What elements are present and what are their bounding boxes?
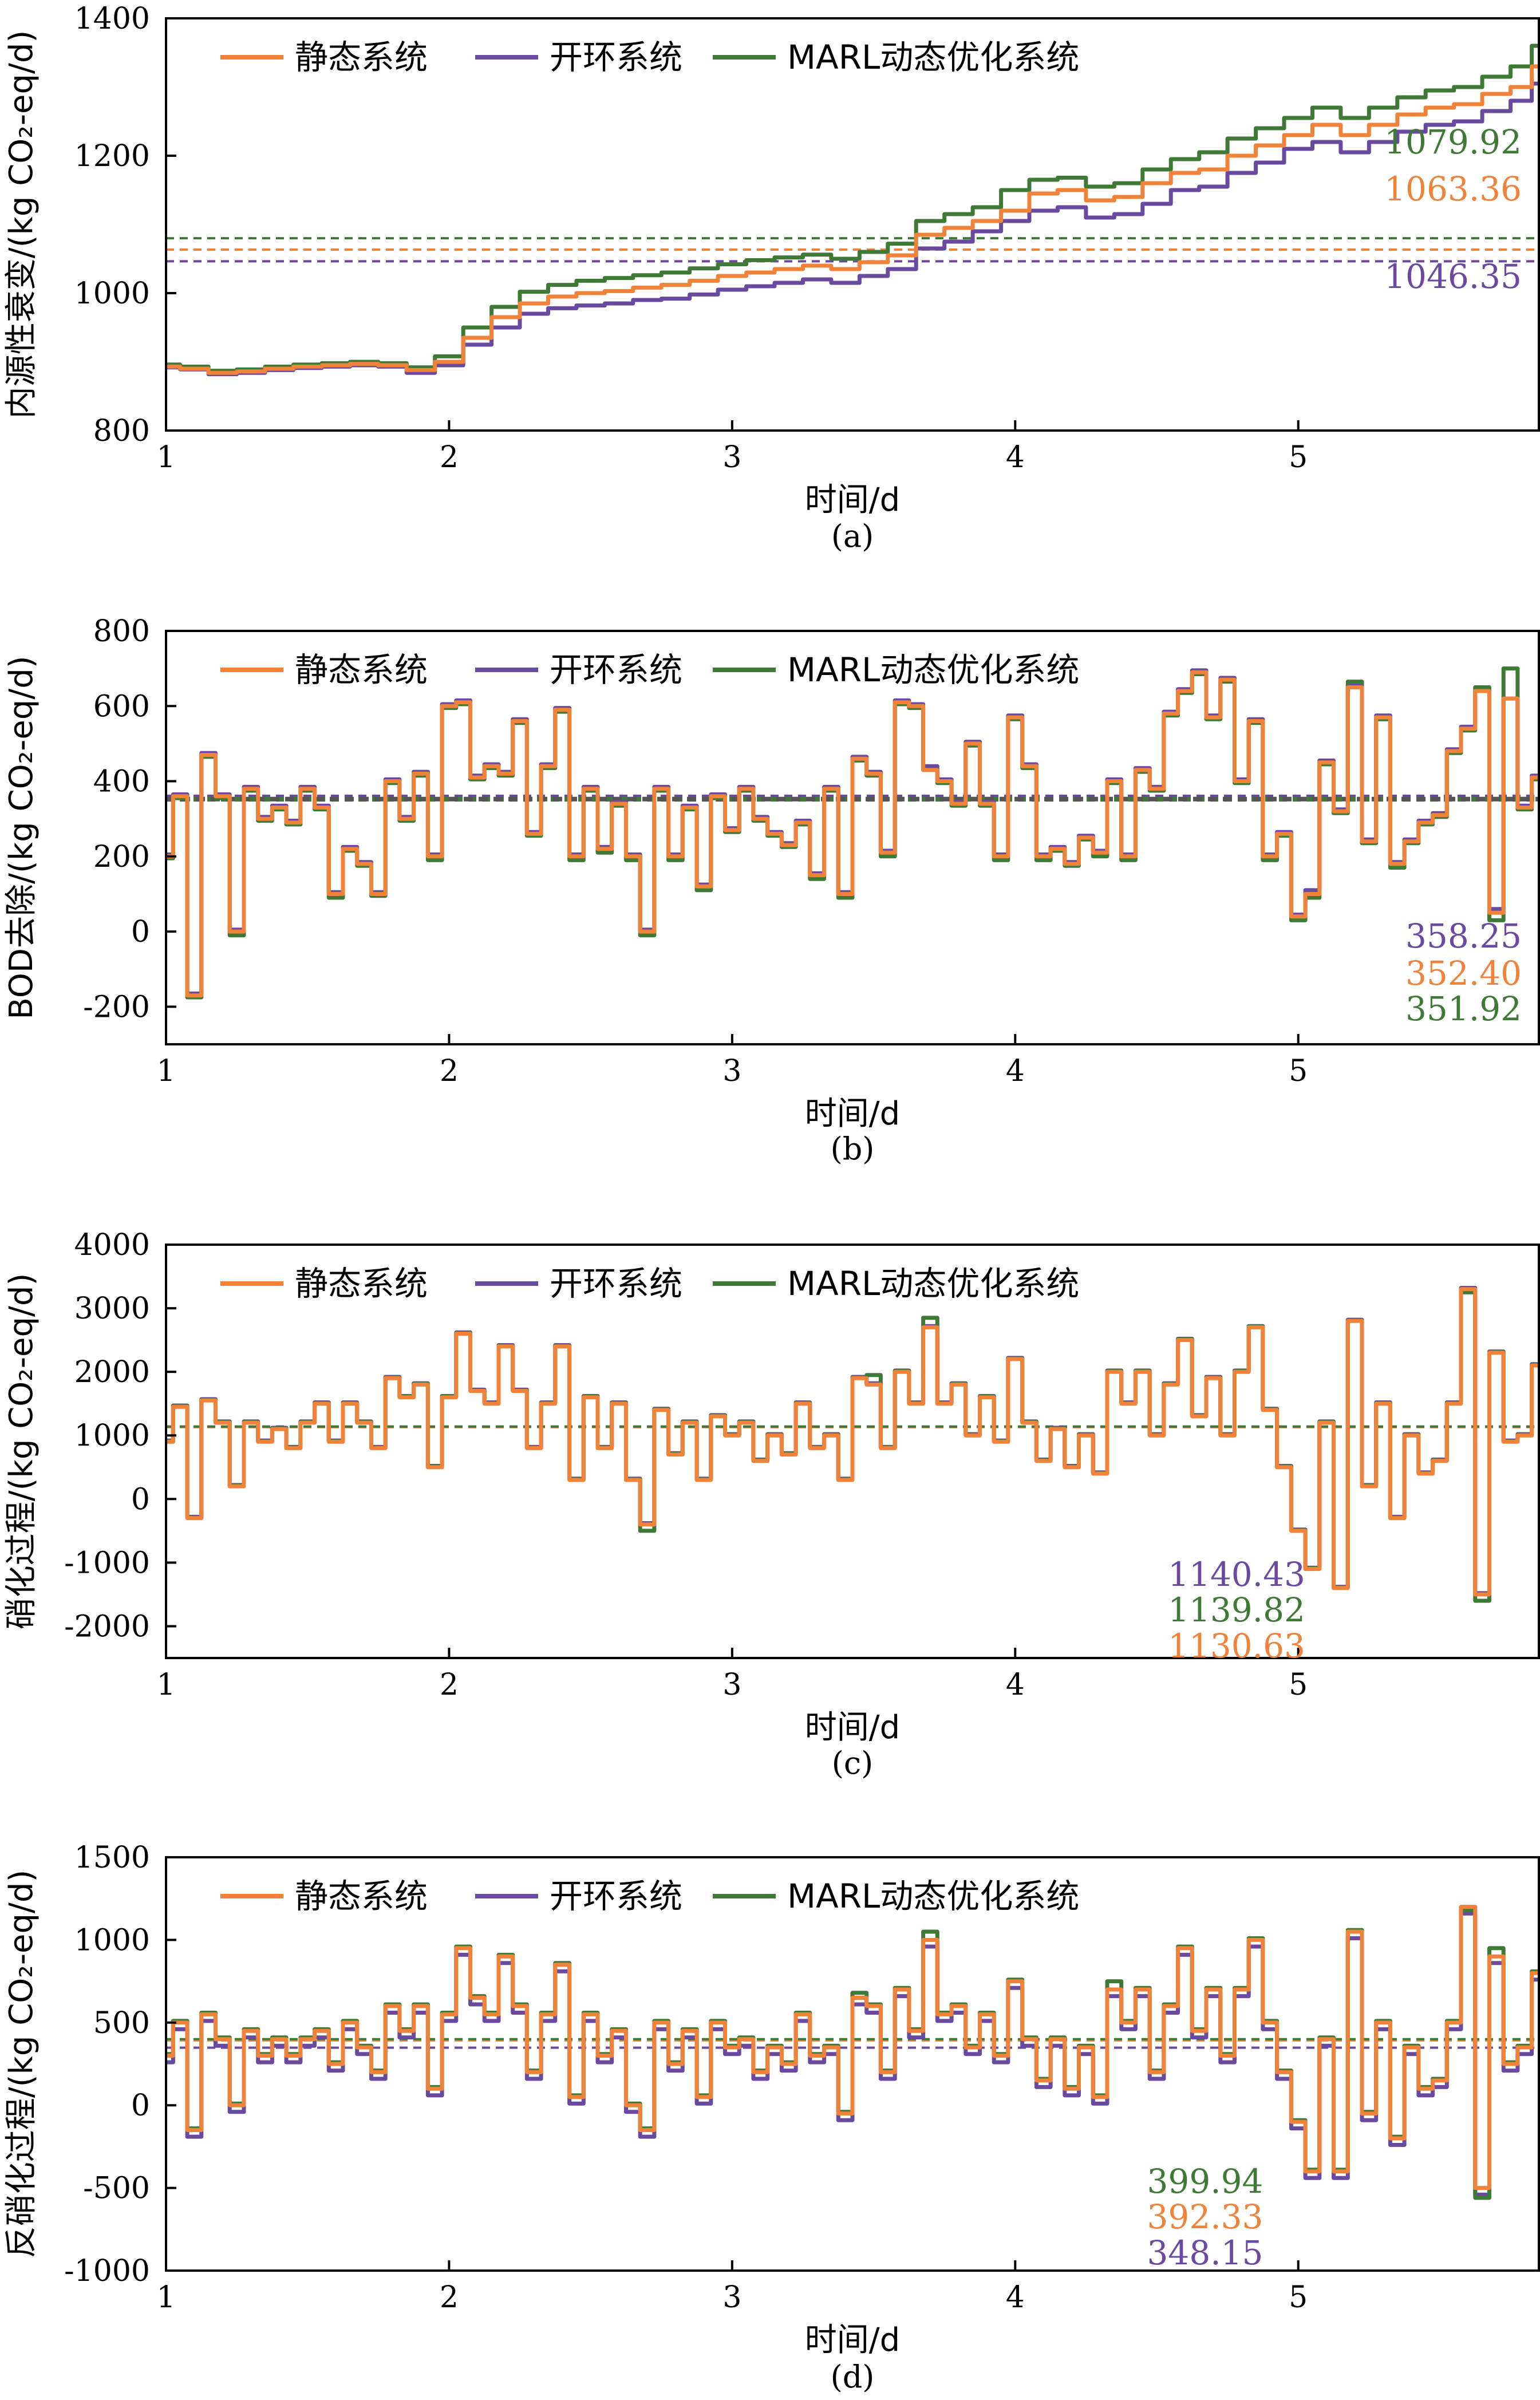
y-axis-label: 反硝化过程/(kg CO₂-eq/d) [3, 1870, 40, 2259]
x-axis-label: 时间/d [805, 1709, 900, 1746]
x-tick-label: 1 [156, 2280, 175, 2315]
x-tick-label: 4 [1006, 1054, 1025, 1088]
y-tick-label: -1000 [64, 1546, 150, 1580]
legend-label-0: 静态系统 [295, 1877, 428, 1916]
panel-label: (c) [832, 1745, 873, 1781]
mean-value-label: 1079.92 [1384, 123, 1522, 161]
x-tick-label: 5 [1289, 1054, 1308, 1088]
x-tick-label: 3 [722, 2280, 741, 2315]
y-tick-label: 2000 [74, 1355, 150, 1390]
y-tick-label: 400 [93, 765, 150, 799]
mean-value-label: 348.15 [1147, 2233, 1263, 2272]
x-tick-label: 1 [156, 440, 175, 475]
panel-d: 1 2 3 4 5 -1000 -500 0 500 1000 1500 时间/d 反硝化过程/(kg … [3, 1841, 1540, 2395]
mean-value-label: 1046.35 [1384, 257, 1522, 296]
y-tick-label: -500 [83, 2172, 150, 2206]
x-axis-label: 时间/d [805, 481, 900, 519]
series-line-0 [166, 64, 1539, 375]
y-tick-label: 3000 [74, 1292, 150, 1326]
x-tick-label: 3 [722, 1054, 741, 1088]
y-tick-label: 800 [93, 614, 150, 649]
x-tick-label: 1 [156, 1668, 175, 1702]
legend-label-0: 静态系统 [295, 1264, 428, 1303]
panel-c: 1 2 3 4 5 -2000 -1000 0 1000 2000 3000 4000 时间/d 硝化过程… [3, 1228, 1540, 1781]
panel-a: 1 2 3 4 5 800 1000 1200 1400 时间/d 内源性衰变/(kg CO₂-eq… [3, 2, 1540, 554]
series-line-2 [166, 44, 1539, 373]
x-tick-label: 4 [1006, 440, 1025, 475]
y-tick-label: 4000 [74, 1228, 150, 1262]
x-tick-label: 3 [722, 440, 741, 475]
x-tick-label: 5 [1289, 2280, 1308, 2315]
plot-frame [165, 1856, 1540, 2272]
legend-label-1: 开环系统 [550, 650, 682, 689]
mean-value-label: 358.25 [1405, 917, 1522, 956]
y-axis-label: 内源性衰变/(kg CO₂-eq/d) [3, 30, 40, 419]
y-tick-label: 600 [93, 689, 150, 724]
y-tick-label: 1000 [74, 277, 150, 311]
plot-frame [165, 17, 1540, 432]
y-tick-label: 0 [131, 2089, 150, 2123]
mean-value-label: 352.40 [1405, 954, 1522, 993]
x-axis-label: 时间/d [805, 2322, 900, 2359]
x-tick-label: 4 [1006, 2280, 1025, 2315]
series-line-0 [166, 1287, 1539, 1597]
y-tick-label: 1400 [74, 2, 150, 36]
legend-label-1: 开环系统 [550, 1877, 682, 1916]
panel-label: (d) [831, 2359, 875, 2395]
x-tick-label: 2 [440, 1668, 459, 1702]
y-tick-label: -1000 [64, 2254, 150, 2288]
mean-value-label: 392.33 [1147, 2197, 1263, 2236]
series-line-0 [166, 1905, 1539, 2190]
panel-label: (b) [831, 1131, 875, 1167]
y-tick-label: 1000 [74, 1419, 150, 1453]
mean-value-label: 1139.82 [1168, 1590, 1305, 1629]
y-tick-label: -200 [83, 990, 150, 1024]
plot-frame [165, 1244, 1540, 1659]
y-tick-label: 0 [131, 1482, 150, 1517]
x-tick-label: 2 [440, 2280, 459, 2315]
y-tick-label: -2000 [64, 1609, 150, 1644]
mean-value-label: 1063.36 [1384, 169, 1522, 208]
x-tick-label: 5 [1289, 440, 1308, 475]
y-tick-label: 200 [93, 840, 150, 874]
y-axis-label: 硝化过程/(kg CO₂-eq/d) [3, 1273, 40, 1630]
x-tick-label: 1 [156, 1054, 175, 1088]
panel-b: 1 2 3 4 5 -200 0 200 400 600 800 时间/d BOD去除/(kg CO₂-… [3, 614, 1540, 1167]
x-tick-label: 2 [440, 440, 459, 475]
series-line-1 [166, 81, 1539, 377]
legend-label-2: MARL动态优化系统 [787, 650, 1079, 689]
legend-label-0: 静态系统 [295, 650, 428, 689]
x-tick-label: 3 [722, 1668, 741, 1702]
y-axis-label: BOD去除/(kg CO₂-eq/d) [3, 656, 40, 1019]
y-tick-label: 0 [131, 915, 150, 949]
legend-label-2: MARL动态优化系统 [787, 1877, 1079, 1916]
mean-value-label: 351.92 [1405, 989, 1522, 1028]
legend-label-0: 静态系统 [295, 38, 428, 77]
legend-label-2: MARL动态优化系统 [787, 38, 1079, 77]
panel-label: (a) [831, 518, 874, 554]
y-tick-label: 1200 [74, 139, 150, 173]
legend-label-1: 开环系统 [550, 1264, 682, 1303]
x-tick-label: 2 [440, 1054, 459, 1088]
x-axis-label: 时间/d [805, 1095, 900, 1132]
x-tick-label: 5 [1289, 1668, 1308, 1702]
y-tick-label: 1000 [74, 1923, 150, 1957]
y-tick-label: 800 [93, 414, 150, 448]
y-tick-label: 500 [93, 2006, 150, 2040]
mean-value-label: 399.94 [1147, 2162, 1263, 2201]
series-line-0 [166, 670, 1539, 998]
x-tick-label: 4 [1006, 1668, 1025, 1702]
legend-label-2: MARL动态优化系统 [787, 1264, 1079, 1303]
plot-frame [165, 630, 1540, 1045]
legend-label-1: 开环系统 [550, 38, 682, 77]
mean-value-label: 1140.43 [1168, 1555, 1305, 1594]
y-tick-label: 1500 [74, 1841, 150, 1875]
mean-value-label: 1130.63 [1168, 1627, 1305, 1665]
